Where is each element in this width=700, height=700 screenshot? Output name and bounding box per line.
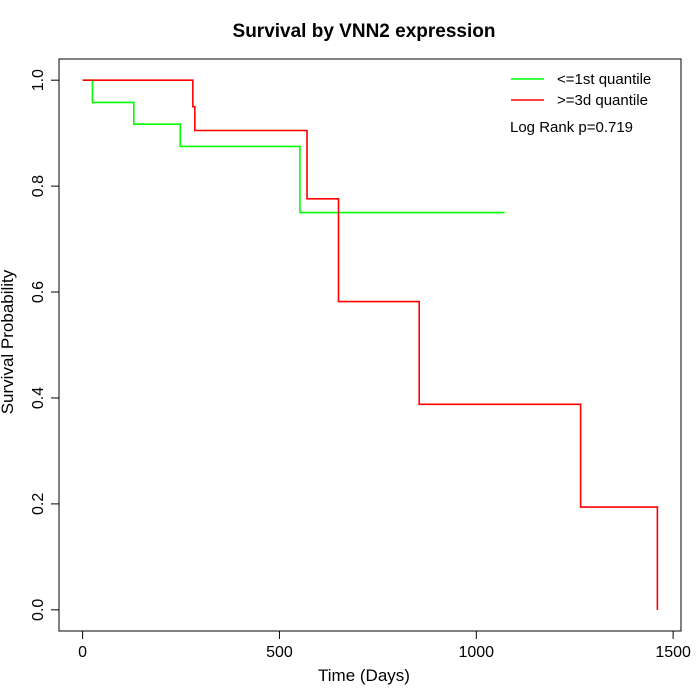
x-tick-label: 1500: [655, 644, 691, 661]
x-tick-label: 500: [266, 644, 293, 661]
legend-label: <=1st quantile: [557, 71, 651, 88]
series-line-high-quantile: [82, 79, 659, 610]
y-tick-label: 0.6: [30, 281, 47, 303]
y-axis-title: Survival Probability: [0, 269, 17, 414]
y-tick-label: 0.0: [30, 599, 47, 621]
y-tick-label: 1.0: [30, 69, 47, 91]
y-axis: 0.0 0.2 0.4 0.6 0.8 1.0: [30, 69, 60, 621]
y-tick-label: 0.8: [30, 175, 47, 197]
plot-frame: [58, 58, 682, 632]
chart-title: Survival by VNN2 expression: [233, 21, 496, 42]
log-rank-annotation: Log Rank p=0.719: [510, 119, 633, 136]
series-line-low-quantile: [82, 79, 505, 214]
x-axis: 0 500 1000 1500: [78, 630, 691, 661]
x-tick-label: 1000: [458, 644, 494, 661]
y-tick-label: 0.2: [30, 493, 47, 515]
legend: <=1st quantile >=3d quantile: [511, 71, 651, 109]
series-layer: [82, 79, 659, 610]
x-axis-title: Time (Days): [318, 666, 410, 685]
x-tick-label: 0: [78, 644, 87, 661]
legend-label: >=3d quantile: [557, 92, 648, 109]
y-tick-label: 0.4: [30, 387, 47, 409]
